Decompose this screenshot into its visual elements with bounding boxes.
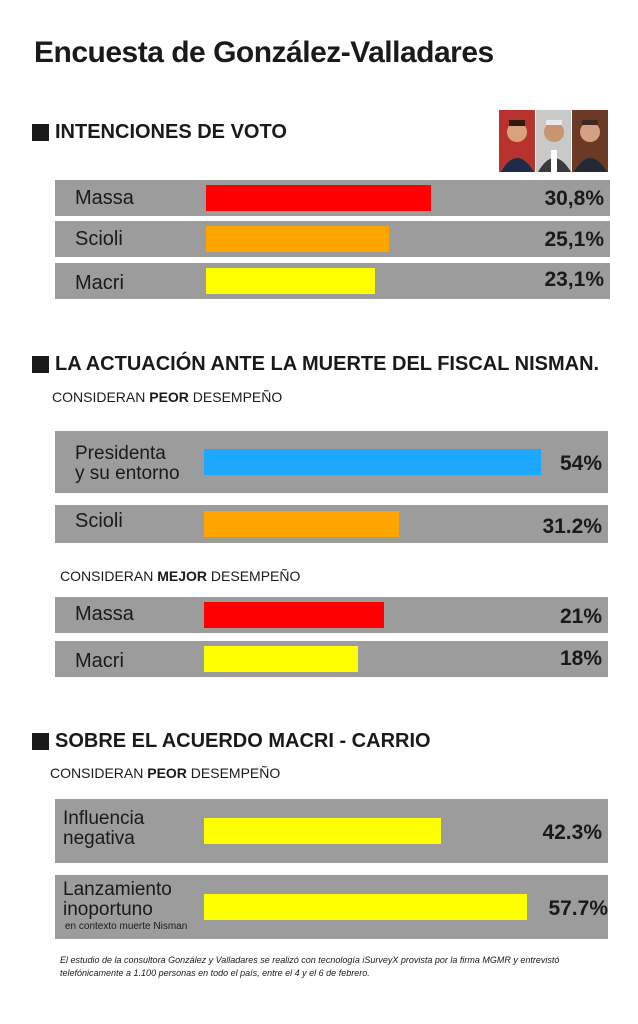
- square-bullet-icon: [32, 124, 49, 141]
- section-heading-macri-carrio: SOBRE EL ACUERDO MACRI - CARRIO: [32, 730, 431, 753]
- bar-label: Massa: [75, 603, 134, 625]
- square-bullet-icon: [32, 733, 49, 750]
- bar-massa: [206, 185, 431, 211]
- candidate-photo-2: [535, 110, 573, 172]
- subheading-worst-performance-2: CONSIDERAN PEOR DESEMPEÑO: [50, 765, 280, 781]
- bar-massa-best: [204, 602, 384, 628]
- bar-influencia: [204, 818, 441, 844]
- subheading-text: CONSIDERAN: [50, 765, 148, 781]
- subheading-text: CONSIDERAN: [60, 568, 158, 584]
- footnote: El estudio de la consultora González y V…: [60, 955, 560, 978]
- bar-value: 54%: [559, 452, 602, 475]
- subheading-text: DESEMPEÑO: [207, 568, 301, 584]
- subheading-best-performance: CONSIDERAN MEJOR DESEMPEÑO: [60, 568, 300, 584]
- bar-label-line-1: Presidenta: [75, 443, 166, 464]
- bar-value: 21%: [559, 605, 602, 628]
- section-heading-text: LA ACTUACIÓN ANTE LA MUERTE DEL FISCAL N…: [55, 353, 600, 375]
- bar-lanzamiento: [204, 894, 527, 920]
- subheading-text: DESEMPEÑO: [188, 389, 283, 405]
- section-heading-voting-intentions: INTENCIONES DE VOTO: [32, 121, 287, 144]
- bar-label-line-2: negativa: [63, 828, 135, 849]
- candidate-photo-1: [499, 110, 536, 172]
- bar-label: Macri: [75, 650, 124, 672]
- bar-row-influencia: Influencia negativa 42.3%: [55, 799, 608, 863]
- bar-macri: [206, 268, 375, 294]
- page-title: Encuesta de González-Valladares: [34, 36, 494, 69]
- bar-value: 18%: [559, 647, 602, 670]
- bar-scioli: [206, 226, 389, 252]
- bar-label: Massa: [75, 187, 134, 209]
- bar-value: 42.3%: [542, 821, 602, 844]
- bar-row-scioli: Scioli 25,1%: [55, 221, 610, 257]
- bar-macri-best: [204, 646, 358, 672]
- bar-value: 23,1%: [544, 268, 604, 291]
- bar-label-line-2: inoportuno: [63, 899, 153, 920]
- candidate-photo-3: [572, 110, 610, 172]
- bar-scioli-worst: [204, 511, 399, 537]
- bar-label-line-2: y su entorno: [75, 463, 180, 484]
- section-heading-text: INTENCIONES DE VOTO: [55, 121, 287, 143]
- bar-row-scioli-worst: Scioli 31.2%: [55, 505, 608, 543]
- bar-label-line-1: Influencia: [63, 808, 145, 829]
- subheading-text: DESEMPEÑO: [186, 765, 281, 781]
- candidate-photos: [499, 110, 610, 172]
- section-heading-nisman: LA ACTUACIÓN ANTE LA MUERTE DEL FISCAL N…: [32, 353, 599, 376]
- bar-row-massa: Massa 30,8%: [55, 180, 610, 216]
- subheading-bold: MEJOR: [157, 568, 208, 584]
- subheading-text: CONSIDERAN: [52, 389, 150, 405]
- bar-row-macri: Macri 23,1%: [55, 263, 610, 299]
- bar-label: Macri: [75, 272, 124, 294]
- section-heading-text: SOBRE EL ACUERDO MACRI - CARRIO: [55, 730, 431, 752]
- bar-label: Scioli: [75, 510, 123, 532]
- bar-row-macri-best: Macri 18%: [55, 641, 608, 677]
- bar-presidenta: [204, 449, 541, 475]
- bar-row-massa-best: Massa 21%: [55, 597, 608, 633]
- bar-value: 30,8%: [544, 187, 604, 210]
- bar-label-line-1: Lanzamiento: [63, 879, 172, 900]
- subheading-bold: PEOR: [147, 765, 187, 781]
- bar-row-lanzamiento: Lanzamiento inoportuno en contexto muert…: [55, 875, 608, 939]
- subheading-worst-performance: CONSIDERAN PEOR DESEMPEÑO: [52, 389, 282, 405]
- bar-note: en contexto muerte Nisman: [65, 921, 188, 932]
- bar-row-presidenta: Presidenta y su entorno 54%: [55, 431, 608, 493]
- bar-value: 25,1%: [544, 228, 604, 251]
- square-bullet-icon: [32, 356, 49, 373]
- subheading-bold: PEOR: [149, 389, 189, 405]
- bar-value: 31.2%: [542, 515, 602, 538]
- bar-value: 57.7%: [548, 897, 608, 920]
- bar-label: Scioli: [75, 228, 123, 250]
